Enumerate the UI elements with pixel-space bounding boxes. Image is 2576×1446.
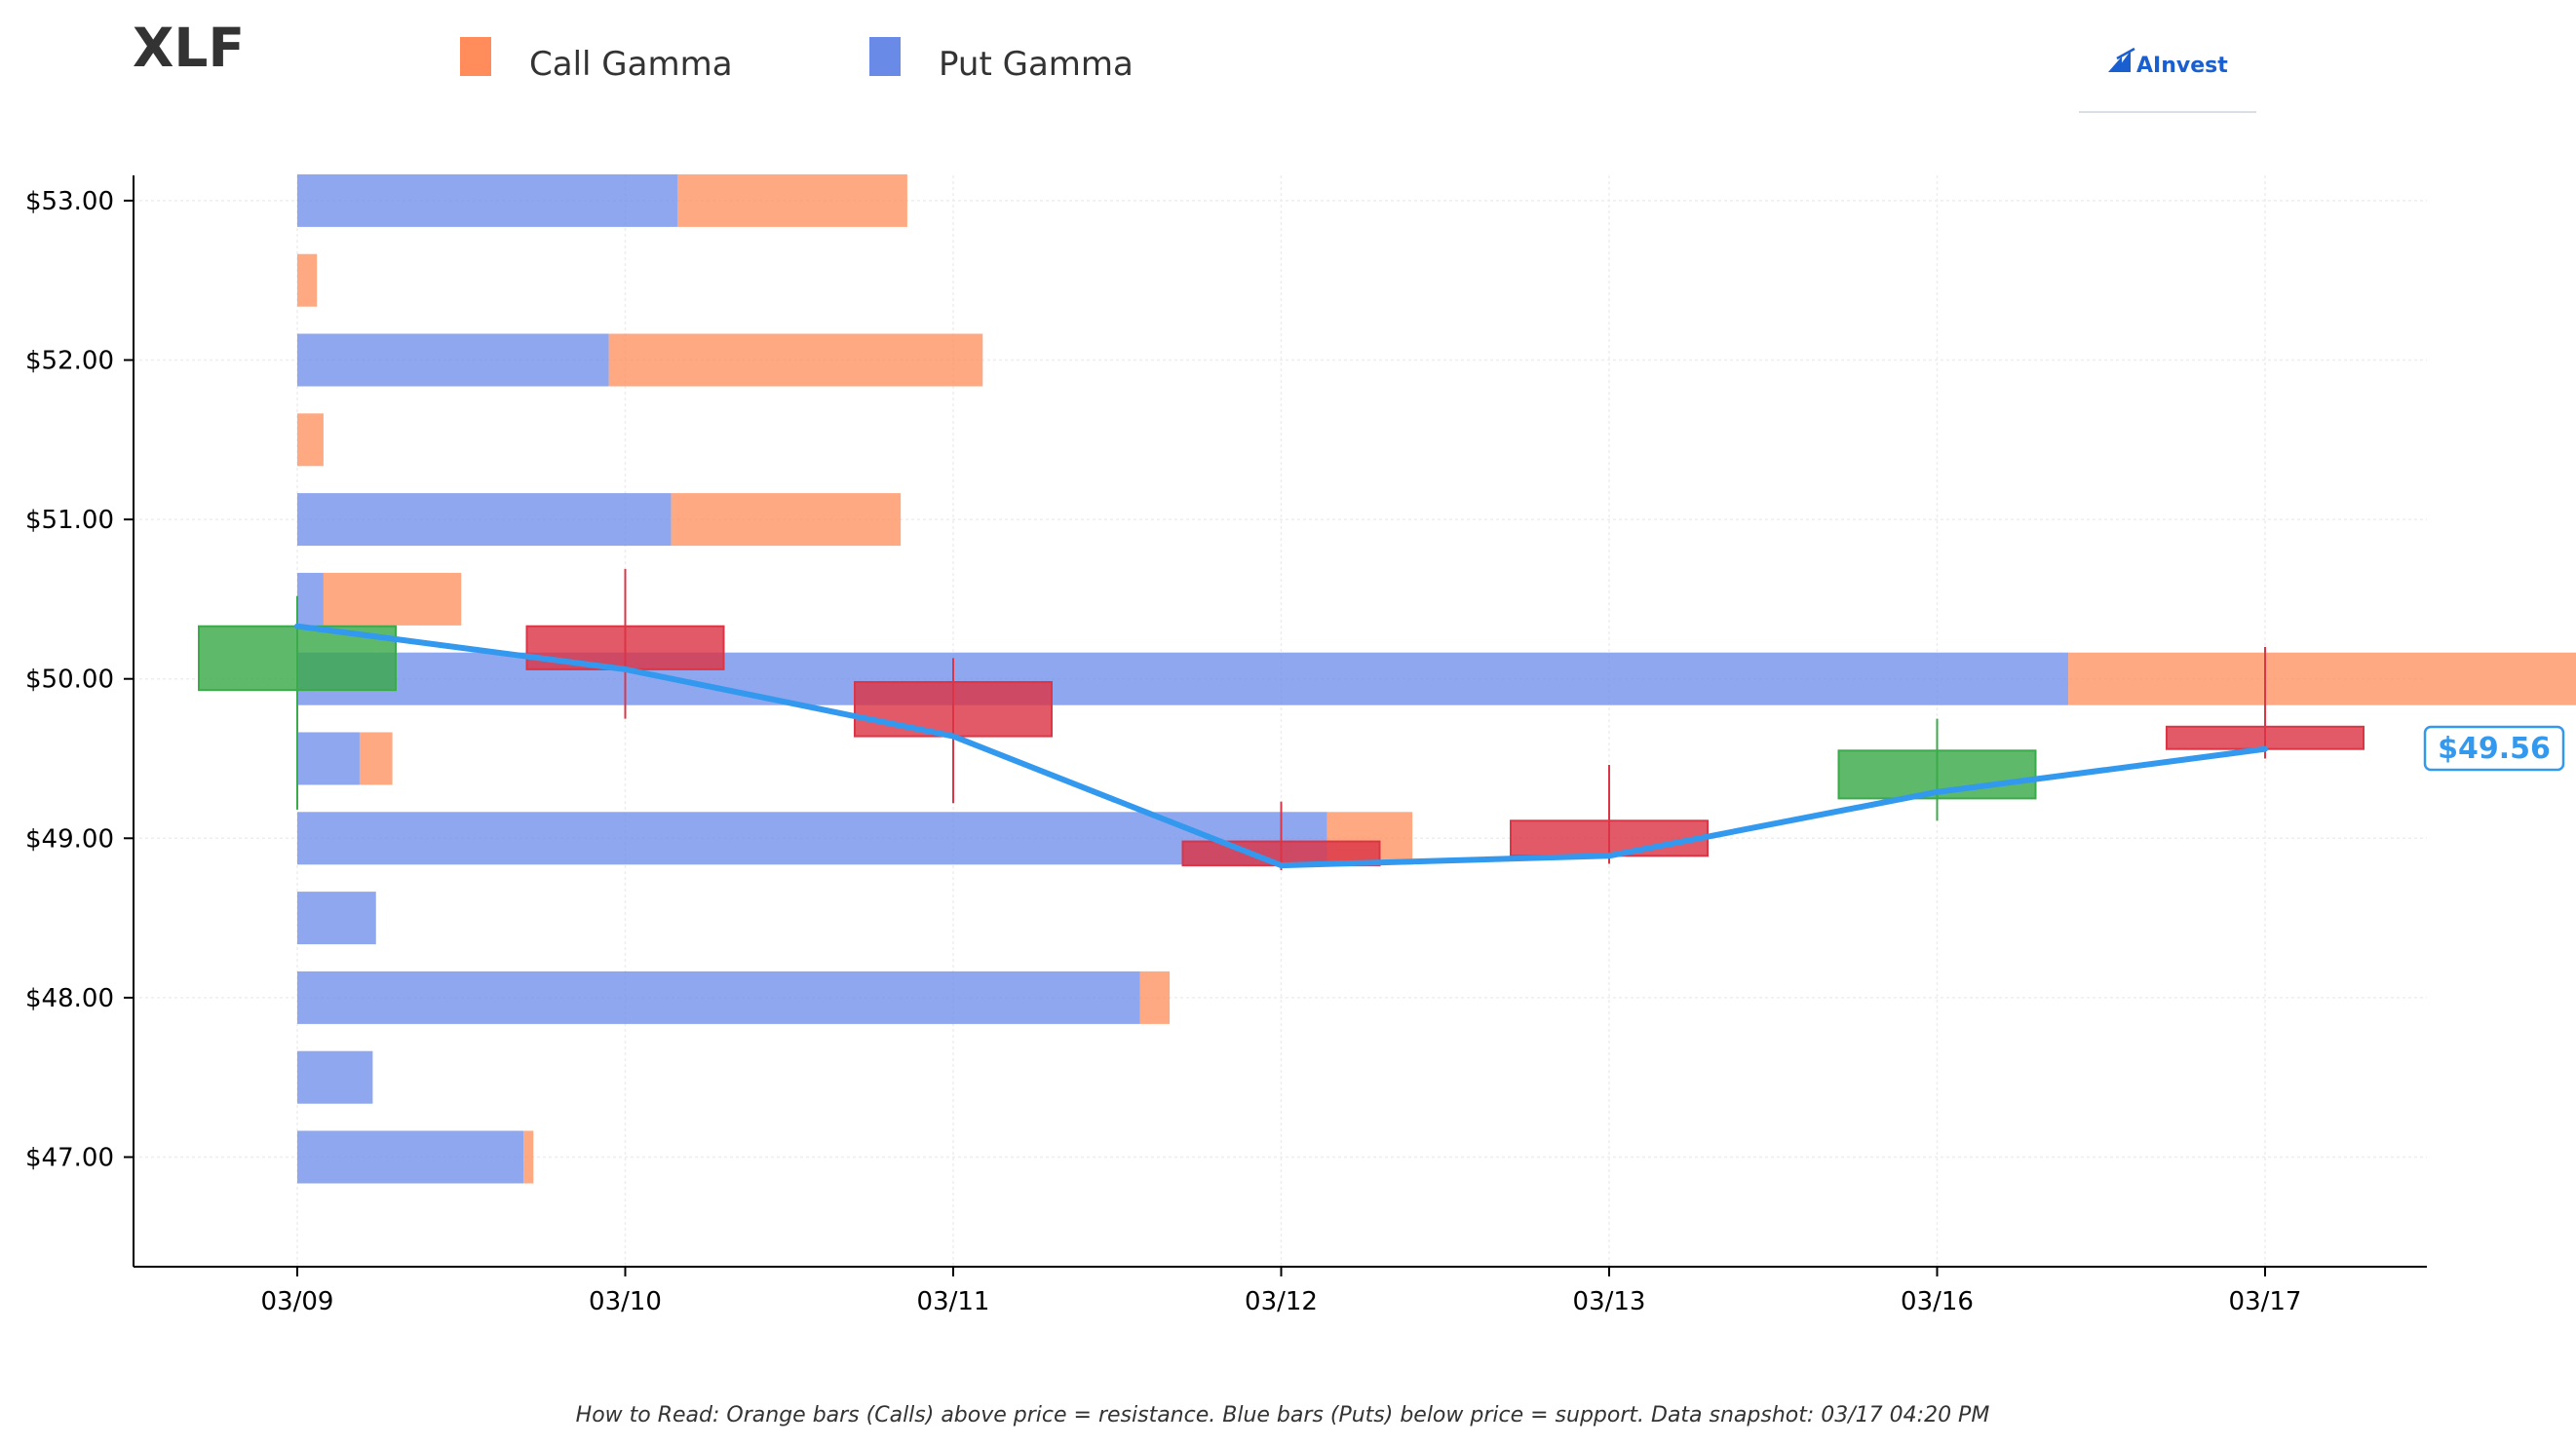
call-gamma-bar — [323, 572, 462, 626]
candlesticks — [198, 568, 2365, 871]
y-tick-label: $53.00 — [25, 187, 114, 216]
call-gamma-bar — [297, 253, 318, 307]
x-tick-label: 03/12 — [1245, 1287, 1318, 1316]
put-gamma-bar — [297, 732, 360, 785]
call-legend-swatch — [460, 37, 491, 76]
price-tag-box — [2423, 725, 2565, 772]
put-gamma-bar — [297, 892, 376, 945]
x-tick-label: 03/16 — [1901, 1287, 1974, 1316]
x-tick-label: 03/11 — [917, 1287, 990, 1316]
y-tick-label: $52.00 — [25, 347, 114, 376]
call-gamma-bar — [608, 333, 983, 387]
x-axis-ticks: 03/09 03/10 03/11 03/12 03/13 03/16 03/17 — [261, 1267, 2302, 1316]
call-gamma-bar — [523, 1130, 534, 1184]
put-gamma-bar — [297, 333, 609, 387]
footer-note: How to Read: Orange bars (Calls) above p… — [576, 1403, 1990, 1427]
x-tick-label: 03/13 — [1573, 1287, 1646, 1316]
put-gamma-bar — [297, 1050, 373, 1104]
y-tick-label: $48.00 — [25, 984, 114, 1013]
y-tick-label: $47.00 — [25, 1144, 114, 1173]
candle-body — [854, 680, 1053, 738]
call-gamma-bar — [1139, 970, 1171, 1024]
call-gamma-bar — [359, 732, 393, 785]
price-line-series — [294, 623, 2268, 869]
chart-title: XLF — [133, 17, 245, 79]
candle-body — [1837, 749, 2037, 800]
put-gamma-bar — [297, 572, 324, 626]
call-gamma-bar — [297, 413, 324, 467]
y-tick-label: $51.00 — [25, 506, 114, 535]
y-tick-label: $49.00 — [25, 824, 114, 854]
put-legend-swatch — [869, 37, 901, 76]
x-tick-label: 03/17 — [2229, 1287, 2302, 1316]
call-gamma-bar — [2068, 652, 2576, 705]
call-gamma-bar — [671, 493, 902, 547]
put-gamma-bar — [297, 1130, 524, 1184]
current-price-tag: $49.56 — [2423, 725, 2565, 772]
y-axis-ticks: $47.00 $48.00 $49.00 $50.00 $51.00 $52.00 $53.… — [25, 187, 134, 1173]
call-legend-label: Call Gamma — [529, 45, 733, 84]
candle-body — [2166, 725, 2365, 750]
candle-body — [1510, 819, 1709, 857]
ainvest-logo-icon — [2108, 47, 2135, 72]
put-gamma-bar — [297, 173, 678, 227]
x-tick-label: 03/09 — [261, 1287, 334, 1316]
call-gamma-bar — [677, 173, 907, 227]
brand-logo: AInvest — [2079, 47, 2256, 113]
gamma-bars — [297, 173, 2576, 1184]
price-line — [294, 623, 2268, 869]
legend: Call Gamma Put Gamma — [460, 37, 1134, 84]
put-gamma-bar — [297, 812, 1327, 865]
x-tick-label: 03/10 — [589, 1287, 662, 1316]
price-tag-label: $49.56 — [2438, 732, 2551, 766]
put-gamma-bar — [297, 493, 672, 547]
brand-name: AInvest — [2136, 54, 2228, 78]
y-tick-label: $50.00 — [25, 666, 114, 695]
put-gamma-bar — [297, 970, 1140, 1024]
put-legend-label: Put Gamma — [939, 45, 1134, 84]
